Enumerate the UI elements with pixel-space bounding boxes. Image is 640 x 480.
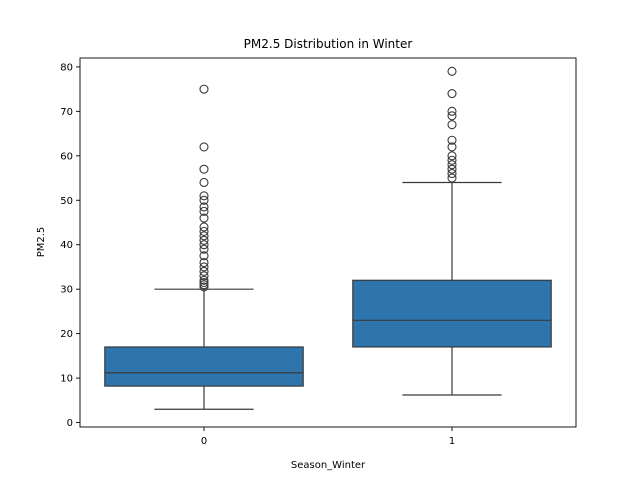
y-tick-label: 30 [60,285,73,296]
outlier-point [199,195,209,205]
y-tick-label: 80 [60,62,73,73]
y-tick-label: 50 [60,196,73,207]
y-tick-label: 10 [60,374,73,385]
outlier-point [199,206,209,216]
y-axis: 0 10 20 30 40 50 60 70 80 [60,62,80,429]
box-group-0 [104,84,304,410]
plot-area [104,66,552,410]
x-tick-label: 1 [449,436,455,447]
iqr-box [104,346,304,387]
outlier-point [199,257,209,268]
outlier-point [199,84,209,94]
outlier-point [447,160,457,170]
outlier-point [447,164,457,174]
x-tick-label: 0 [201,436,207,447]
outlier-point [199,275,209,285]
y-tick-label: 0 [67,418,73,429]
outlier-point [447,173,457,183]
outlier-point [199,226,209,236]
outlier-point [199,282,209,292]
outlier-point [447,135,457,145]
y-tick-label: 40 [60,240,73,251]
outlier-point [199,213,209,223]
outlier-point [447,155,457,165]
plot-frame [79,57,577,428]
outlier-point [199,244,209,254]
outlier-point [447,142,457,152]
outlier-point [199,280,209,290]
y-tick-label: 70 [60,107,73,118]
outlier-point [199,251,209,261]
outlier-point [199,142,209,152]
outlier-point [199,191,209,201]
outlier-point [199,231,209,241]
outlier-point [199,164,209,174]
outlier-point [199,235,209,245]
outlier-point [447,169,457,179]
outlier-point [199,277,209,288]
outlier-point [199,262,209,272]
outlier-point [199,177,209,188]
outlier-point [199,222,209,232]
outlier-point [199,266,209,276]
outlier-point [447,66,457,76]
outlier-point [199,240,209,250]
y-axis-label: PM2.5 [36,227,47,258]
outlier-point [447,111,457,121]
outlier-point [199,202,209,212]
y-tick-label: 60 [60,151,73,162]
iqr-box [352,279,552,348]
y-tick-label: 20 [60,329,73,340]
outlier-point [447,106,457,116]
outlier-point [447,89,457,99]
outlier-point [199,271,209,281]
outlier-point [447,120,457,130]
outlier-point [447,151,457,161]
x-axis-label: Season_Winter [291,460,366,471]
chart-title: PM2.5 Distribution in Winter [244,37,413,51]
box-group-1 [352,66,552,396]
